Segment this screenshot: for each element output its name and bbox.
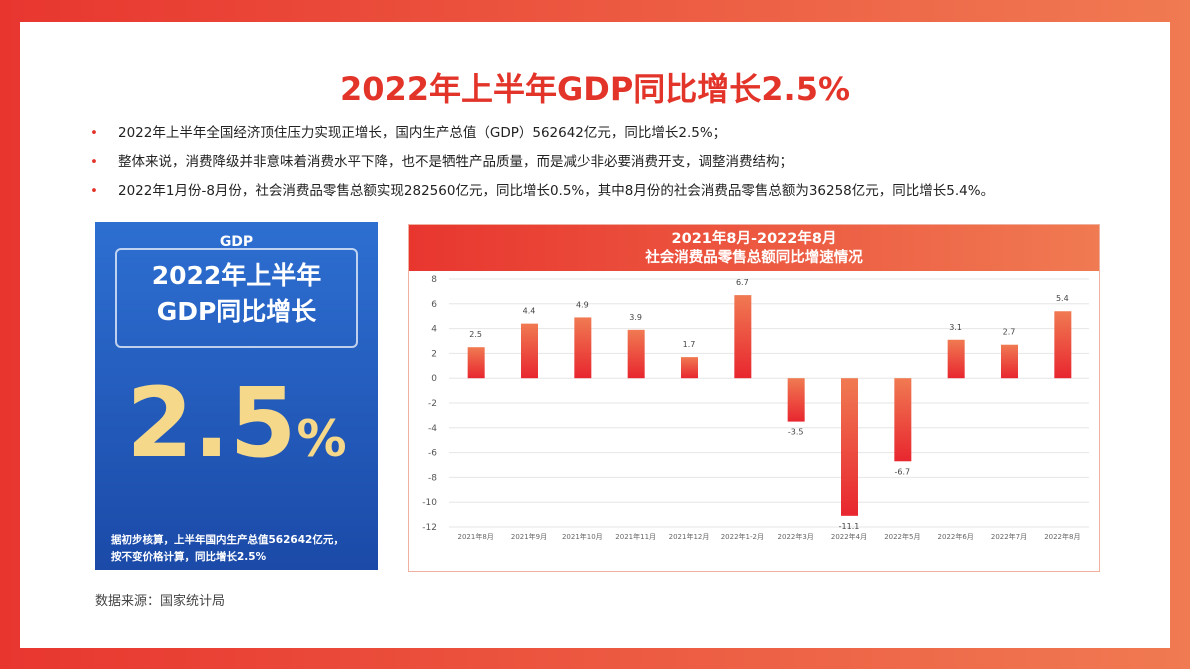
card-note: 据初步核算，上半年国内生产总值562642亿元， 按不变价格计算，同比增长2.5% — [111, 534, 344, 563]
x-tick-label: 2022年1-2月 — [721, 532, 764, 541]
y-tick-label: -8 — [428, 473, 437, 483]
y-tick-label: -12 — [422, 523, 437, 533]
slide: 2022年上半年GDP同比增长2.5% • 2022年上半年全国经济顶住压力实现正… — [20, 22, 1170, 648]
y-tick-label: 2 — [431, 349, 437, 359]
bar — [521, 323, 538, 379]
data-label: 3.9 — [629, 313, 642, 322]
data-label: 3.1 — [949, 323, 962, 332]
data-label: -3.5 — [788, 428, 804, 437]
speech-bubble — [115, 248, 358, 348]
x-tick-label: 2021年9月 — [511, 532, 547, 541]
data-label: -11.1 — [839, 522, 860, 531]
data-source: 数据来源：国家统计局 — [95, 594, 226, 609]
y-tick-label: 8 — [431, 275, 437, 285]
y-tick-label: 0 — [431, 374, 437, 384]
bar-chart: 8 6 4 2 0 -2 -4 -6 -8 -10 -12 2.5 2021年8月 4.4 2021年9月 4… — [422, 275, 1089, 541]
chart-header: 2021年8月-2022年8月 社会消费品零售总额同比增速情况 — [409, 225, 1099, 271]
bar — [894, 378, 912, 462]
data-label: 4.9 — [576, 300, 589, 309]
bar — [1001, 344, 1018, 379]
x-tick-label: 2022年8月 — [1044, 532, 1080, 541]
chart-panel: 2021年8月-2022年8月 社会消费品零售总额同比增速情况 8 6 4 2 0 -2 -4… — [408, 224, 1100, 572]
bar — [681, 357, 698, 379]
bar — [947, 339, 965, 379]
bar — [467, 347, 485, 379]
y-tick-label: 4 — [431, 325, 437, 335]
page-title: 2022年上半年GDP同比增长2.5% — [339, 70, 851, 108]
data-label: 1.7 — [683, 340, 696, 349]
bar — [787, 378, 805, 422]
x-tick-label: 2022年7月 — [991, 532, 1027, 541]
bar — [1054, 311, 1072, 379]
bullet-item: • 2022年1月份-8月份，社会消费品零售总额实现282560亿元，同比增长0.… — [90, 180, 994, 209]
x-tick-label: 2021年11月 — [615, 532, 656, 541]
bar — [627, 329, 645, 379]
x-tick-label: 2022年3月 — [778, 532, 814, 541]
y-tick-label: -10 — [422, 498, 437, 508]
gdp-card: GDP 2022年上半年 GDP同比增长 2.5% 据初步核算，上半年国内生产总值… — [95, 222, 378, 570]
data-label: 6.7 — [736, 278, 749, 287]
x-tick-label: 2021年12月 — [669, 532, 710, 541]
bullet-icon: • — [90, 183, 98, 199]
data-label: -6.7 — [895, 467, 911, 476]
bullet-icon: • — [90, 125, 98, 141]
gdp-growth-value: 2.5% — [126, 367, 347, 479]
x-tick-label: 2022年4月 — [831, 532, 867, 541]
data-label: 5.4 — [1056, 294, 1069, 303]
x-tick-label: 2022年6月 — [938, 532, 974, 541]
gdp-logo: GDP — [219, 234, 254, 250]
data-label: 2.7 — [1003, 328, 1016, 337]
x-tick-label: 2021年8月 — [458, 532, 494, 541]
x-tick-label: 2021年10月 — [562, 532, 603, 541]
bar — [574, 317, 592, 379]
y-tick-label: 6 — [431, 300, 437, 310]
y-tick-label: -4 — [428, 424, 437, 434]
x-tick-label: 2022年5月 — [884, 532, 920, 541]
bullet-list: • 2022年上半年全国经济顶住压力实现正增长，国内生产总值（GDP）562642… — [90, 122, 994, 209]
y-tick-label: -2 — [428, 399, 437, 409]
bullet-item: • 整体来说，消费降级并非意味着消费水平下降，也不是牺牲产品质量，而是减少非必要消… — [90, 151, 994, 180]
bullet-icon: • — [90, 154, 98, 170]
card-heading: 2022年上半年 GDP同比增长 — [151, 261, 322, 326]
bar — [734, 295, 752, 379]
y-tick-label: -6 — [428, 449, 437, 459]
bar — [841, 378, 858, 516]
data-label: 2.5 — [469, 330, 482, 339]
bullet-item: • 2022年上半年全国经济顶住压力实现正增长，国内生产总值（GDP）562642… — [90, 122, 994, 151]
data-label: 4.4 — [523, 307, 536, 316]
